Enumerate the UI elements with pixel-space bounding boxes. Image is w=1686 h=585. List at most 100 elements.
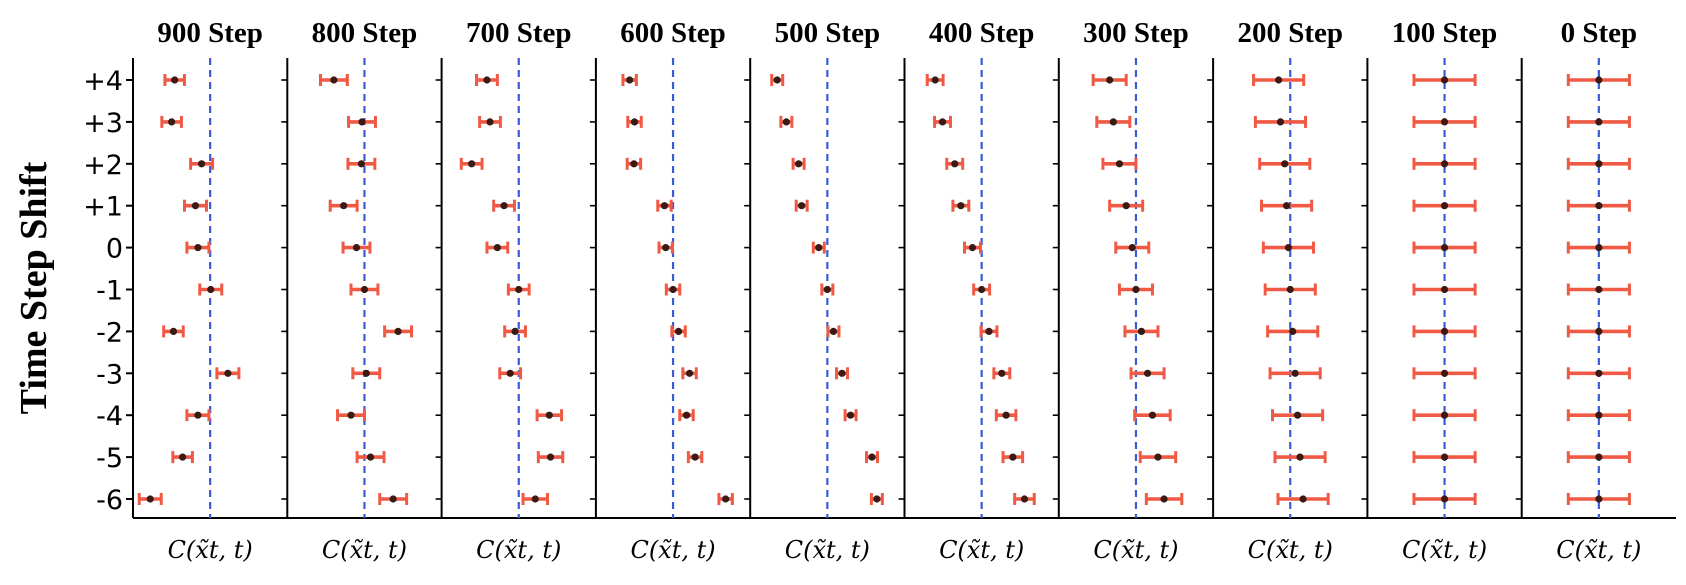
y-tick-label: +1 — [83, 192, 123, 223]
data-point — [1128, 244, 1136, 252]
data-point — [1595, 411, 1603, 419]
x-axis-label: C(x̃t, t) — [322, 536, 407, 564]
data-point — [951, 160, 959, 168]
panel-600-step: 600 Step C(x̃t, t) — [589, 17, 734, 564]
panel-100-step: 100 Step C(x̃t, t) — [1361, 17, 1497, 564]
data-point — [682, 411, 691, 419]
data-point — [531, 495, 539, 503]
y-tick-label: +2 — [83, 150, 123, 181]
data-point — [978, 285, 986, 294]
data-point — [846, 411, 855, 419]
data-point — [389, 495, 397, 503]
x-axis-label: C(x̃t, t) — [1402, 536, 1487, 564]
data-point — [1281, 160, 1289, 168]
data-point — [511, 327, 519, 335]
data-point — [506, 369, 514, 377]
data-point — [1154, 453, 1162, 461]
data-point — [1595, 369, 1603, 377]
x-axis-label: C(x̃t, t) — [1556, 536, 1641, 564]
data-point — [1160, 495, 1168, 503]
panel-title: 700 Step — [466, 17, 572, 49]
data-point — [938, 118, 947, 126]
data-point — [1282, 202, 1291, 210]
data-point — [1115, 160, 1124, 168]
data-point — [1276, 118, 1285, 126]
data-point — [868, 453, 876, 461]
data-point — [998, 369, 1006, 377]
data-point — [1009, 453, 1017, 461]
data-point — [360, 285, 369, 294]
data-point — [1440, 76, 1449, 84]
data-point — [630, 118, 639, 126]
x-axis-label: C(x̃t, t) — [1093, 536, 1178, 564]
data-point — [1595, 327, 1603, 335]
data-point — [194, 411, 202, 419]
data-point — [1595, 118, 1603, 126]
data-point — [1440, 495, 1449, 503]
data-point — [1286, 285, 1294, 294]
data-point — [685, 369, 694, 377]
panel-300-step: 300 Step C(x̃t, t) — [1052, 17, 1189, 564]
data-point — [1595, 202, 1603, 210]
data-point — [146, 495, 154, 503]
data-point — [1132, 285, 1140, 294]
data-point — [1440, 327, 1449, 335]
y-tick-label: -4 — [96, 401, 123, 432]
data-point — [179, 453, 187, 461]
data-point — [1148, 411, 1157, 419]
data-point — [1002, 411, 1010, 419]
data-point — [985, 327, 993, 335]
x-axis-label: C(x̃t, t) — [1248, 536, 1333, 564]
data-point — [191, 202, 200, 210]
data-point — [168, 118, 176, 126]
y-tick-label: +3 — [83, 108, 123, 139]
data-point — [1020, 495, 1029, 503]
panel-title: 0 Step — [1561, 17, 1638, 49]
data-point — [1122, 202, 1130, 210]
data-point — [207, 285, 215, 294]
data-point — [669, 285, 677, 294]
data-point — [815, 244, 823, 252]
data-point — [931, 76, 939, 84]
data-point — [1595, 76, 1603, 84]
data-point — [1106, 76, 1114, 84]
data-point — [357, 160, 365, 168]
data-point — [486, 118, 494, 126]
data-point — [545, 411, 553, 419]
data-point — [1289, 327, 1297, 335]
panel-700-step: 700 Step C(x̃t, t) — [435, 17, 572, 564]
x-axis-label: C(x̃t, t) — [939, 536, 1024, 564]
x-axis-label: C(x̃t, t) — [630, 536, 715, 564]
data-point — [773, 76, 781, 84]
data-point — [1440, 244, 1449, 252]
data-point — [674, 327, 683, 335]
data-point — [968, 244, 977, 252]
data-point — [660, 202, 669, 210]
panel-title: 600 Step — [620, 17, 726, 49]
data-point — [515, 285, 523, 294]
data-point — [795, 160, 803, 168]
data-point — [366, 453, 375, 461]
y-tick-label: -5 — [96, 443, 123, 474]
data-point — [1284, 244, 1293, 252]
y-tick-label: +4 — [83, 66, 123, 97]
data-point — [330, 76, 338, 84]
panel-title: 900 Step — [157, 17, 263, 49]
panel-title: 200 Step — [1237, 17, 1343, 49]
data-point — [626, 76, 634, 84]
y-tick-label: -6 — [96, 485, 123, 516]
data-point — [347, 411, 355, 419]
data-point — [798, 202, 806, 210]
panel-200-step: 200 Step C(x̃t, t) — [1207, 17, 1343, 564]
data-point — [358, 118, 366, 126]
y-tick-labels: +4 +3 +2 +1 0 -1 -2 -3 -4 -5 -6 — [83, 66, 133, 516]
data-point — [1137, 327, 1146, 335]
data-point — [873, 495, 881, 503]
data-point — [483, 76, 491, 84]
y-tick-label: 0 — [106, 234, 123, 265]
data-point — [1440, 369, 1449, 377]
data-point — [1143, 369, 1152, 377]
panel-0-step: 0 Step C(x̃t, t) — [1515, 17, 1641, 564]
x-axis-label: C(x̃t, t) — [476, 536, 561, 564]
y-axis-label: Time Step Shift — [13, 161, 55, 414]
